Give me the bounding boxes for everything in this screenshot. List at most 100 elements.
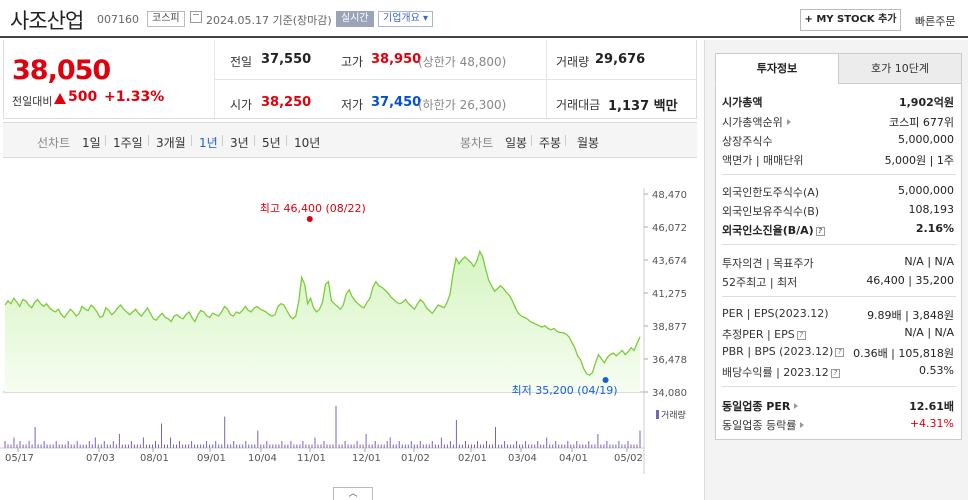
- sector-change-label: 동일업종 등락률: [722, 417, 805, 433]
- current-price: 38,050: [12, 55, 111, 86]
- triangle-right-icon: [786, 119, 791, 125]
- period-3y[interactable]: 3년: [230, 136, 249, 150]
- help-icon[interactable]: ?: [830, 369, 840, 378]
- info-row: 외국인한도주식수(A) 5,000,000: [722, 184, 954, 202]
- price-area: [5, 251, 640, 392]
- company-info-dropdown[interactable]: 기업개요 ▾: [378, 11, 433, 27]
- market-badge: 코스피: [147, 11, 185, 27]
- realtime-badge[interactable]: 실시간: [336, 11, 374, 27]
- x-tick-label: 05/02: [614, 453, 643, 464]
- y-tick-label: 46,072: [652, 223, 687, 234]
- candle-chart-label: 봉차트: [460, 136, 494, 150]
- info-row[interactable]: 동일업종 등락률 +4.31%: [722, 417, 954, 435]
- info-row[interactable]: PBR | BPS (2023.12)? 0.36배 | 105,818원: [722, 345, 954, 363]
- per-eps-label: PER | EPS(2023.12): [722, 307, 829, 320]
- x-tick-label: 07/03: [86, 453, 115, 464]
- info-row[interactable]: 배당수익률 | 2023.12? 0.53%: [722, 364, 954, 382]
- listed-shares-label: 상장주식수: [722, 135, 773, 148]
- upper-limit: (상한가 48,800): [418, 55, 507, 69]
- info-row: 액면가 | 매매단위 5,000원 | 1주: [722, 152, 954, 170]
- period-1y[interactable]: 1년: [199, 136, 218, 150]
- y-tick-label: 43,674: [652, 256, 687, 267]
- volume-value: 29,676: [595, 52, 646, 67]
- stock-code: 007160: [97, 13, 139, 26]
- help-icon[interactable]: ?: [835, 348, 845, 357]
- divider: [531, 135, 532, 146]
- info-row: 52주최고 | 최저 46,400 | 35,200: [722, 274, 954, 292]
- quick-order-link[interactable]: 빠른주문: [915, 15, 956, 28]
- price-chart-svg: 48,470 46,072 43,674 41,275 38,877 36,478 34,0…: [0, 188, 687, 474]
- price-change: 500: [68, 89, 98, 105]
- sector-change-value: +4.31%: [909, 417, 954, 430]
- lower-limit: (하한가 26,300): [418, 98, 507, 112]
- market-cap-rank-value: 코스피 677위: [889, 116, 954, 129]
- divider: [105, 135, 106, 146]
- info-row[interactable]: 외국인소진율(B/A)? 2.16%: [722, 222, 954, 240]
- help-icon[interactable]: ?: [815, 227, 825, 236]
- tab-quote-10[interactable]: 호가 10단계: [838, 53, 962, 84]
- week52-label: 52주최고 | 최저: [722, 276, 798, 289]
- add-mystock-button[interactable]: + MY STOCK 추가: [800, 9, 901, 31]
- x-tick-label: 09/01: [197, 453, 226, 464]
- par-value-value: 5,000원 | 1주: [884, 154, 954, 167]
- x-tick-label: 03/04: [508, 453, 537, 464]
- week52-value: 46,400 | 35,200: [866, 274, 954, 287]
- est-per-eps-value: N/A | N/A: [904, 326, 954, 339]
- collapse-chart-button[interactable]: ︿: [333, 487, 373, 500]
- triangle-right-icon: [794, 403, 799, 409]
- line-chart-label: 선차트: [37, 136, 71, 150]
- y-tick-label: 34,080: [652, 388, 687, 399]
- help-icon[interactable]: ?: [796, 331, 806, 340]
- min-label: 최저 35,200 (04/19): [512, 384, 618, 397]
- info-row: 외국인보유주식수(B) 108,193: [722, 203, 954, 221]
- tab-invest-info[interactable]: 투자정보: [715, 53, 839, 84]
- foreign-holding-value: 108,193: [908, 203, 955, 216]
- par-value-label: 액면가 | 매매단위: [722, 154, 804, 167]
- info-row: 시가총액 1,902억원: [722, 94, 954, 112]
- info-row[interactable]: 시가총액순위 코스피 677위: [722, 114, 954, 132]
- trade-amount-label: 거래대금: [556, 98, 601, 112]
- max-marker: [306, 216, 313, 222]
- x-tick-label: 11/01: [297, 453, 326, 464]
- market-cap-rank-label: 시가총액순위: [722, 114, 791, 130]
- low-value: 37,450: [371, 95, 422, 110]
- x-tick-label: 02/01: [458, 453, 487, 464]
- candle-daily[interactable]: 일봉: [505, 136, 528, 150]
- x-tick-label: 01/02: [401, 453, 430, 464]
- period-10y[interactable]: 10년: [294, 136, 321, 150]
- info-row[interactable]: 추정PER | EPS? N/A | N/A: [722, 326, 954, 344]
- open-value: 38,250: [261, 95, 312, 110]
- info-row[interactable]: 동일업종 PER 12.61배: [722, 398, 954, 416]
- price-chart[interactable]: 48,470 46,072 43,674 41,275 38,877 36,478 34,0…: [0, 158, 700, 500]
- info-row: 상장주식수 5,000,000: [722, 133, 954, 151]
- trade-amount-value: 1,137 백만: [608, 99, 678, 114]
- pbr-bps-label: PBR | BPS (2023.12)?: [722, 345, 845, 358]
- divider: [254, 135, 255, 146]
- info-sidebar: 투자정보 호가 10단계 시가총액 1,902억원 시가총액순위 코스피 677…: [704, 40, 968, 500]
- foreign-ratio-value: 2.16%: [915, 222, 954, 235]
- min-marker: [602, 377, 609, 383]
- period-3m[interactable]: 3개월: [156, 136, 186, 150]
- period-1w[interactable]: 1주일: [113, 136, 143, 150]
- price-summary: 38,050 전일대비 500 +1.33% 전일 37,550 고가 38,9…: [3, 40, 697, 119]
- period-5y[interactable]: 5년: [262, 136, 281, 150]
- foreign-holding-label: 외국인보유주식수(B): [722, 205, 820, 218]
- base-date: 2024.05.17 기준(장마감): [206, 14, 332, 27]
- high-label: 고가: [341, 55, 364, 69]
- pbr-bps-value: 0.36배 | 105,818원: [853, 347, 954, 360]
- x-tick-label: 05/17: [5, 453, 34, 464]
- divider: [286, 135, 287, 146]
- divider: [565, 135, 566, 146]
- period-1d[interactable]: 1일: [82, 136, 101, 150]
- volume-legend-label: 거래량: [661, 409, 686, 421]
- info-row: PER | EPS(2023.12) 9.89배 | 3,848원: [722, 307, 954, 325]
- high-value: 38,950: [371, 52, 422, 67]
- candle-monthly[interactable]: 월봉: [577, 136, 600, 150]
- chevron-up-icon: ︿: [348, 489, 358, 499]
- open-label: 시가: [230, 98, 253, 112]
- dividend-label: 배당수익률 | 2023.12?: [722, 364, 840, 380]
- divider: [214, 79, 697, 80]
- calendar-icon: [190, 11, 202, 23]
- volume-label: 거래량: [556, 55, 590, 69]
- candle-weekly[interactable]: 주봉: [539, 136, 562, 150]
